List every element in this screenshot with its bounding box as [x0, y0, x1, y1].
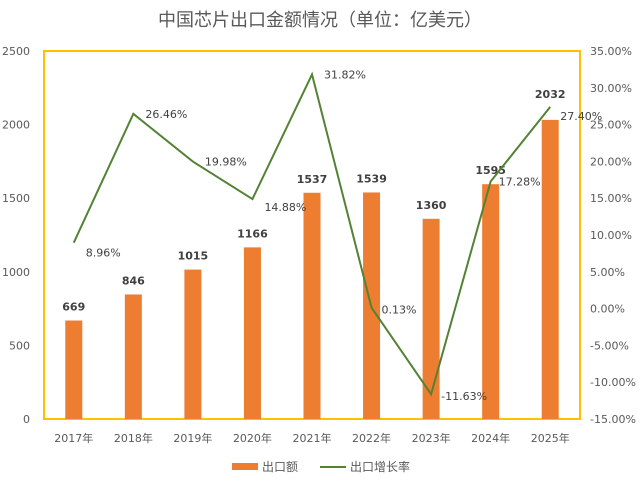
bar-data-label: 846 [122, 274, 145, 287]
line-data-label: 0.13% [382, 304, 417, 317]
legend-bar-label: 出口额 [262, 460, 298, 474]
right-axis-tick: 0.00% [590, 303, 625, 316]
left-axis-tick: 1000 [2, 266, 30, 279]
bar-data-label: 669 [62, 301, 85, 314]
x-axis-tick: 2024年 [471, 431, 510, 445]
bar [65, 321, 82, 419]
right-axis-tick: -10.00% [590, 376, 636, 389]
x-axis-tick: 2021年 [293, 431, 332, 445]
x-axis-tick: 2017年 [54, 431, 93, 445]
right-axis-tick: 35.00% [590, 45, 632, 58]
bar-data-label: 2032 [535, 88, 566, 101]
bar [304, 193, 321, 419]
left-axis-tick: 0 [23, 413, 30, 426]
x-axis-tick: 2022年 [352, 431, 391, 445]
bar-data-label: 1015 [178, 250, 209, 263]
legend-line-label: 出口增长率 [350, 459, 410, 474]
bar [482, 184, 499, 419]
x-axis-tick: 2018年 [114, 431, 153, 445]
right-axis-tick: 30.00% [590, 82, 632, 95]
x-axis-tick: 2019年 [173, 431, 212, 445]
left-axis-tick: 1500 [2, 192, 30, 205]
line-data-label: 19.98% [205, 156, 247, 169]
x-axis-tick: 2025年 [531, 431, 570, 445]
right-axis-tick: 15.00% [590, 192, 632, 205]
bar-data-label: 1360 [416, 199, 447, 212]
right-axis-tick: 5.00% [590, 266, 625, 279]
line-data-label: 17.28% [499, 175, 541, 188]
bar [423, 219, 440, 419]
line-data-label: 27.40% [560, 110, 602, 123]
right-axis-tick: 20.00% [590, 155, 632, 168]
right-axis-tick: 10.00% [590, 229, 632, 242]
bar [125, 294, 142, 419]
line-data-label: 26.46% [145, 108, 187, 121]
line-data-label: 8.96% [86, 247, 121, 260]
x-axis-tick: 2023年 [412, 431, 451, 445]
line-data-label: 14.88% [264, 201, 306, 214]
x-axis-tick: 2020年 [233, 431, 272, 445]
right-axis-tick: -15.00% [590, 413, 636, 426]
bar [184, 270, 201, 419]
bar-data-label: 1537 [297, 173, 328, 186]
line-data-label: -11.63% [441, 390, 487, 403]
bar-data-label: 1166 [237, 227, 268, 240]
legend-bar-swatch [232, 463, 258, 470]
bar [542, 120, 559, 419]
left-axis-tick: 2000 [2, 119, 30, 132]
left-axis-tick: 500 [9, 339, 30, 352]
right-axis-tick: -5.00% [590, 339, 629, 352]
bar-data-label: 1539 [356, 172, 387, 185]
bar [244, 247, 261, 419]
legend: 出口额 出口增长率 [232, 459, 410, 474]
left-axis-tick: 2500 [2, 45, 30, 58]
chart-title: 中国芯片出口金额情况（单位：亿美元） [158, 10, 482, 31]
line-data-label: 31.82% [324, 68, 366, 81]
